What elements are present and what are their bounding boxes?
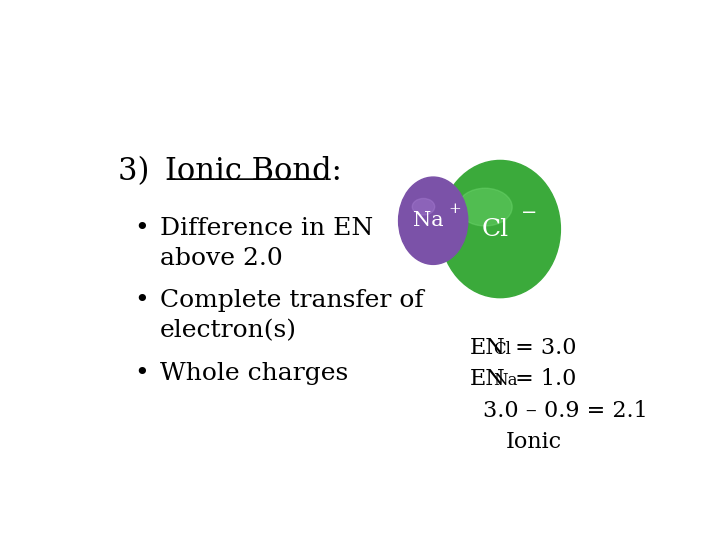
Text: +: +: [449, 202, 462, 216]
Ellipse shape: [458, 188, 512, 226]
Text: •: •: [135, 217, 149, 240]
Text: = 1.0: = 1.0: [508, 368, 577, 390]
Text: Na: Na: [493, 373, 518, 389]
Text: 3): 3): [118, 156, 168, 187]
Text: •: •: [135, 289, 149, 312]
Text: EN: EN: [469, 337, 505, 359]
Text: Whole charges: Whole charges: [160, 362, 348, 385]
Text: •: •: [135, 362, 149, 385]
Ellipse shape: [399, 177, 468, 265]
Text: EN: EN: [469, 368, 505, 390]
Text: Cl: Cl: [482, 218, 509, 240]
Text: Complete transfer of
electron(s): Complete transfer of electron(s): [160, 289, 423, 342]
Text: 3.0 – 0.9 = 2.1: 3.0 – 0.9 = 2.1: [483, 400, 648, 422]
Text: −: −: [521, 204, 538, 222]
Text: = 3.0: = 3.0: [508, 337, 577, 359]
Text: Ionic: Ionic: [505, 431, 562, 453]
Ellipse shape: [440, 160, 560, 298]
Ellipse shape: [413, 199, 435, 215]
Text: Na: Na: [413, 211, 444, 230]
Text: Difference in EN
above 2.0: Difference in EN above 2.0: [160, 217, 373, 270]
Text: Cl: Cl: [493, 341, 511, 359]
Text: Ionic Bond:: Ionic Bond:: [166, 156, 342, 187]
